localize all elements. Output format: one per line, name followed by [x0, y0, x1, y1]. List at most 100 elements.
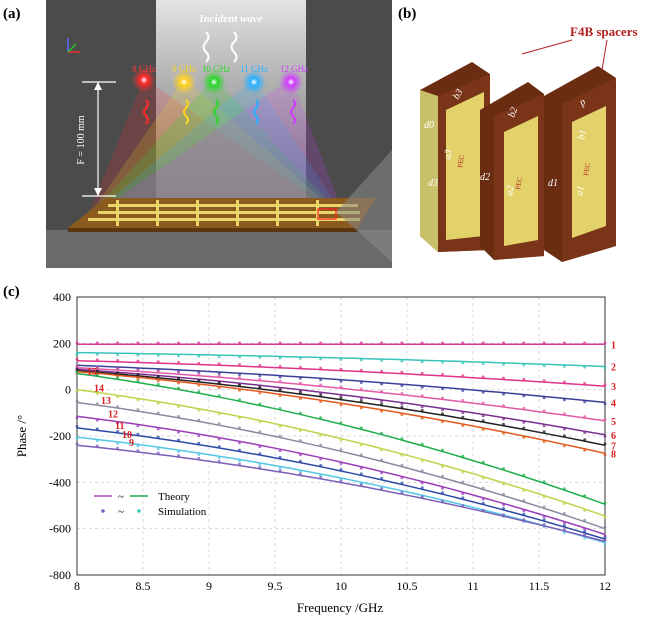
spacer-layer-3 [420, 62, 490, 252]
simulation-point-10 [298, 470, 302, 474]
simulation-point-9 [116, 446, 120, 450]
x-tick-label: 10.5 [397, 579, 418, 593]
simulation-point-1 [420, 341, 424, 345]
simulation-point-4 [441, 387, 444, 391]
simulation-point-15 [542, 480, 546, 484]
legend-simulation-label: Simulation [158, 506, 207, 518]
simulation-point-7 [481, 419, 485, 423]
simulation-point-15 [562, 487, 566, 491]
simulation-point-15 [177, 386, 180, 390]
simulation-point-2 [441, 360, 444, 364]
pec-patch-1 [572, 106, 606, 238]
simulation-point-9 [238, 462, 241, 466]
dim-d1: d1 [548, 178, 558, 189]
simulation-point-4 [258, 374, 262, 378]
simulation-point-2 [116, 353, 120, 357]
y-tick-label: -400 [49, 475, 71, 489]
simulation-point-7 [542, 430, 546, 434]
simulation-point-5 [583, 415, 587, 419]
simulation-point-11 [298, 459, 302, 463]
curve-label-12: 12 [108, 410, 118, 421]
legend-sim-dot-2 [137, 509, 141, 513]
simulation-point-5 [441, 396, 444, 400]
simulation-point-8 [217, 386, 221, 390]
simulation-point-12 [298, 453, 302, 457]
simulation-point-11 [278, 455, 282, 459]
simulation-point-1 [522, 341, 526, 345]
simulation-point-8 [562, 444, 566, 448]
simulation-point-1 [116, 341, 120, 345]
simulation-point-15 [197, 390, 201, 394]
simulation-point-9 [441, 499, 444, 503]
focal-length-label: F = 100 mm [76, 115, 87, 164]
simulation-point-13 [278, 434, 282, 438]
simulation-point-14 [95, 392, 99, 396]
simulation-point-7 [562, 434, 566, 438]
dim-p: p [577, 97, 588, 109]
simulation-point-11 [156, 435, 160, 439]
simulation-point-1 [136, 341, 140, 345]
simulation-point-7 [461, 415, 465, 419]
curve-label-13: 13 [101, 396, 111, 407]
simulation-point-2 [400, 359, 404, 363]
simulation-point-4 [542, 396, 546, 400]
simulation-point-9 [603, 538, 607, 542]
simulation-point-8 [380, 409, 384, 413]
simulation-point-2 [156, 353, 160, 357]
simulation-point-9 [522, 518, 526, 522]
simulation-point-11 [603, 536, 607, 540]
simulation-point-3 [298, 365, 302, 369]
simulation-point-4 [359, 381, 363, 384]
simulation-point-13 [380, 458, 384, 462]
simulation-point-12 [481, 497, 485, 501]
simulation-point-14 [522, 489, 526, 492]
simulation-point-3 [461, 374, 465, 378]
simulation-point-13 [522, 499, 526, 502]
simulation-point-1 [542, 341, 546, 345]
simulation-point-13 [156, 411, 160, 415]
simulation-point-14 [298, 429, 302, 433]
simulation-point-13 [441, 474, 444, 478]
simulation-point-4 [400, 384, 404, 388]
lens-illustration: Incident wave 8 GHz 9 GHz 10 GHz 11 GHz … [46, 0, 392, 268]
simulation-point-9 [217, 459, 221, 463]
simulation-point-14 [502, 482, 505, 486]
x-tick-label: 8.5 [136, 579, 151, 593]
simulation-point-12 [197, 434, 201, 437]
curve-label-3: 3 [611, 382, 616, 393]
x-tick-label: 11.5 [529, 579, 550, 593]
simulation-point-12 [400, 476, 404, 480]
simulation-point-1 [583, 341, 587, 345]
simulation-point-9 [95, 444, 99, 448]
simulation-point-4 [603, 402, 607, 406]
simulation-point-15 [339, 421, 343, 425]
y-tick-label: 200 [53, 336, 71, 350]
simulation-point-15 [217, 394, 221, 398]
simulation-point-2 [359, 358, 363, 362]
simulation-point-7 [400, 405, 404, 409]
simulation-point-4 [238, 373, 241, 377]
simulation-point-3 [116, 359, 120, 362]
simulation-point-9 [136, 449, 140, 453]
simulation-point-3 [136, 359, 140, 363]
simulation-point-10 [217, 456, 221, 460]
simulation-point-15 [156, 383, 160, 386]
simulation-point-8 [359, 406, 363, 410]
simulation-point-13 [298, 439, 302, 443]
curve-label-5: 5 [611, 417, 616, 428]
simulation-point-5 [522, 406, 526, 410]
simulation-point-11 [339, 468, 343, 472]
simulation-point-11 [562, 524, 566, 528]
simulation-point-14 [177, 405, 180, 408]
simulation-point-13 [238, 426, 241, 430]
wave-squiggle-icon [202, 31, 210, 63]
simulation-point-9 [461, 504, 465, 508]
simulation-point-1 [502, 341, 505, 345]
simulation-point-12 [258, 445, 262, 449]
simulation-point-11 [461, 496, 465, 500]
simulation-point-12 [116, 421, 120, 425]
simulation-point-14 [339, 438, 343, 442]
simulation-point-14 [319, 433, 323, 437]
y-tick-label: 0 [65, 383, 71, 397]
simulation-point-4 [380, 382, 384, 386]
